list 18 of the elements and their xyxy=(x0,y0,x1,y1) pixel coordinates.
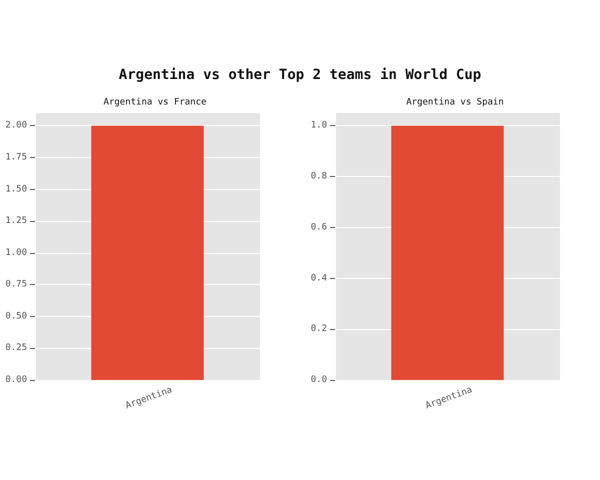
text: Argentina vs other Top 2 teams in World Cup xyxy=(118,67,482,83)
chart-title: Argentina vs Spain xyxy=(406,98,504,108)
y-tick-label: 0.4 xyxy=(310,273,327,284)
chart-title: Argentina vs France xyxy=(104,98,206,108)
y-tick-label: 0.50 xyxy=(5,311,27,322)
y-tick-label: 1.25 xyxy=(5,216,27,226)
y-tick-label: 0.2 xyxy=(310,324,327,334)
y-tick-label: 2.00 xyxy=(5,120,27,131)
y-tick-label: 0.0 xyxy=(310,375,327,385)
y-tick-label: 0.8 xyxy=(310,172,327,182)
y-tick-label: 0.75 xyxy=(5,280,27,290)
y-tick-label: 0.6 xyxy=(310,222,327,232)
y-tick-label: 0.25 xyxy=(5,343,27,354)
y-tick-label: 1.0 xyxy=(310,120,327,131)
y-tick-label: 1.00 xyxy=(5,248,27,258)
y-tick-label: 1.50 xyxy=(5,184,27,194)
y-tick-label: 1.75 xyxy=(5,152,27,162)
y-tick-label: 0.00 xyxy=(5,375,27,385)
